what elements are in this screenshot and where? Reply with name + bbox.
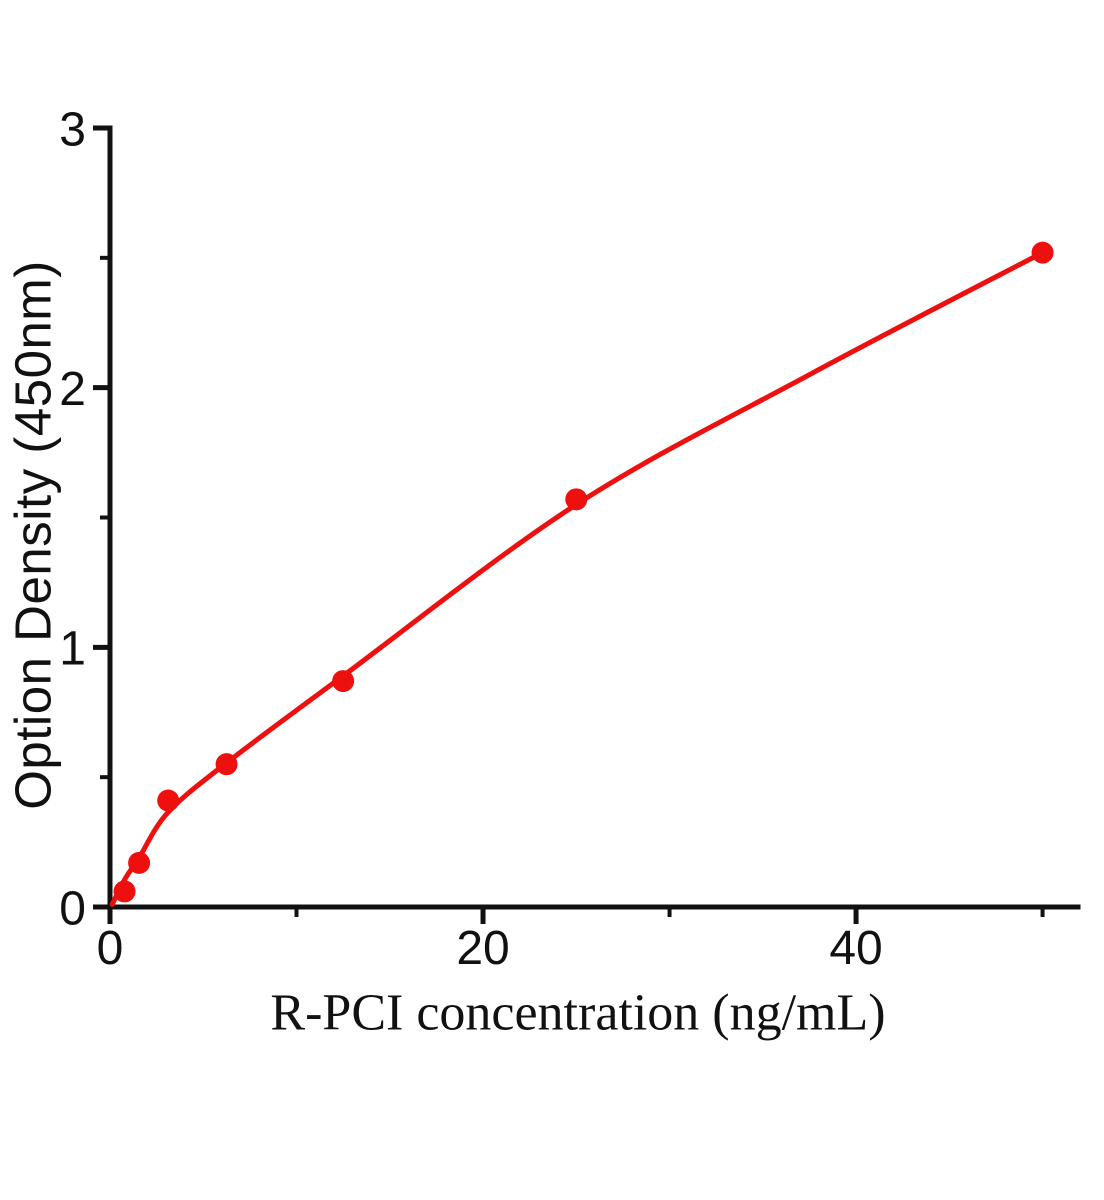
data-point (128, 851, 151, 874)
x-tick-label: 40 (829, 922, 882, 975)
data-point (1031, 241, 1054, 264)
x-tick-label: 0 (97, 922, 124, 975)
data-point (332, 670, 355, 693)
y-tick-label: 2 (59, 363, 86, 416)
x-tick-label: 20 (456, 922, 509, 975)
data-point (215, 753, 238, 776)
y-tick-label: 3 (59, 103, 86, 156)
y-axis-title: Option Density (450nm) (4, 260, 62, 810)
y-tick-label: 1 (59, 623, 86, 676)
data-point (113, 880, 136, 903)
x-axis-title: R-PCI concentration (ng/mL) (270, 984, 886, 1042)
y-tick-label: 0 (59, 882, 86, 935)
data-point (565, 488, 588, 511)
fit-curve (109, 250, 1046, 907)
data-point (157, 789, 180, 812)
